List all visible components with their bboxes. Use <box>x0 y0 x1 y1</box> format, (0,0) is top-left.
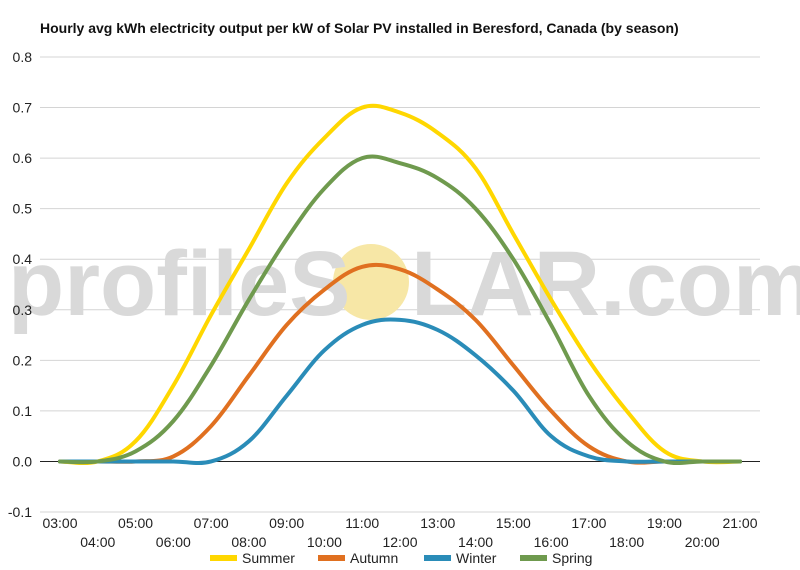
x-tick-label: 06:00 <box>156 534 191 550</box>
series-line-summer <box>58 103 742 466</box>
legend-label-summer: Summer <box>242 550 295 566</box>
x-tick-label: 04:00 <box>80 534 115 550</box>
y-tick-label: 0.3 <box>13 302 33 318</box>
y-tick-label: 0.0 <box>13 453 33 469</box>
x-tick-label: 15:00 <box>496 515 531 531</box>
x-tick-label: 17:00 <box>571 515 606 531</box>
x-tick-label: 08:00 <box>231 534 266 550</box>
y-tick-label: 0.7 <box>13 100 33 116</box>
series-line-spring <box>58 154 742 466</box>
y-tick-label: 0.8 <box>13 49 33 65</box>
legend-swatch-autumn <box>318 555 345 561</box>
x-tick-label: 03:00 <box>42 515 77 531</box>
x-tick-label: 09:00 <box>269 515 304 531</box>
x-tick-label: 05:00 <box>118 515 153 531</box>
legend-swatch-spring <box>520 555 547 561</box>
x-tick-label: 12:00 <box>382 534 417 550</box>
x-tick-label: 21:00 <box>722 515 757 531</box>
x-tick-label: 19:00 <box>647 515 682 531</box>
y-tick-label: 0.6 <box>13 150 33 166</box>
watermark-text-pre: profileS <box>8 233 350 335</box>
x-tick-label: 20:00 <box>685 534 720 550</box>
x-tick-label: 18:00 <box>609 534 644 550</box>
legend-label-winter: Winter <box>456 550 497 566</box>
watermark-text-post: LAR.com <box>411 233 800 335</box>
legend-label-spring: Spring <box>552 550 592 566</box>
legend-swatch-summer <box>210 555 237 561</box>
y-tick-label: -0.1 <box>8 504 32 520</box>
y-tick-label: 0.5 <box>13 201 33 217</box>
x-tick-label: 13:00 <box>420 515 455 531</box>
watermark: profileS LAR.com <box>8 233 800 335</box>
chart-title: Hourly avg kWh electricity output per kW… <box>40 20 679 36</box>
x-axis-ticks: 03:0004:0005:0006:0007:0008:0009:0010:00… <box>42 515 757 550</box>
watermark-sun-icon <box>333 244 409 320</box>
y-tick-label: 0.2 <box>13 352 33 368</box>
legend: Summer Autumn Winter Spring <box>210 550 592 566</box>
legend-label-autumn: Autumn <box>350 550 398 566</box>
series-lines <box>58 103 742 466</box>
x-tick-label: 11:00 <box>345 515 379 531</box>
x-tick-label: 14:00 <box>458 534 493 550</box>
y-tick-label: 0.4 <box>13 251 33 267</box>
y-tick-label: 0.1 <box>13 403 33 419</box>
x-tick-label: 10:00 <box>307 534 342 550</box>
x-tick-label: 16:00 <box>534 534 569 550</box>
series-line-winter <box>58 317 742 466</box>
y-axis-ticks: -0.1 0.0 0.1 0.2 0.3 0.4 0.5 0.6 0.7 0.8 <box>8 49 32 520</box>
legend-swatch-winter <box>424 555 451 561</box>
x-tick-label: 07:00 <box>194 515 229 531</box>
